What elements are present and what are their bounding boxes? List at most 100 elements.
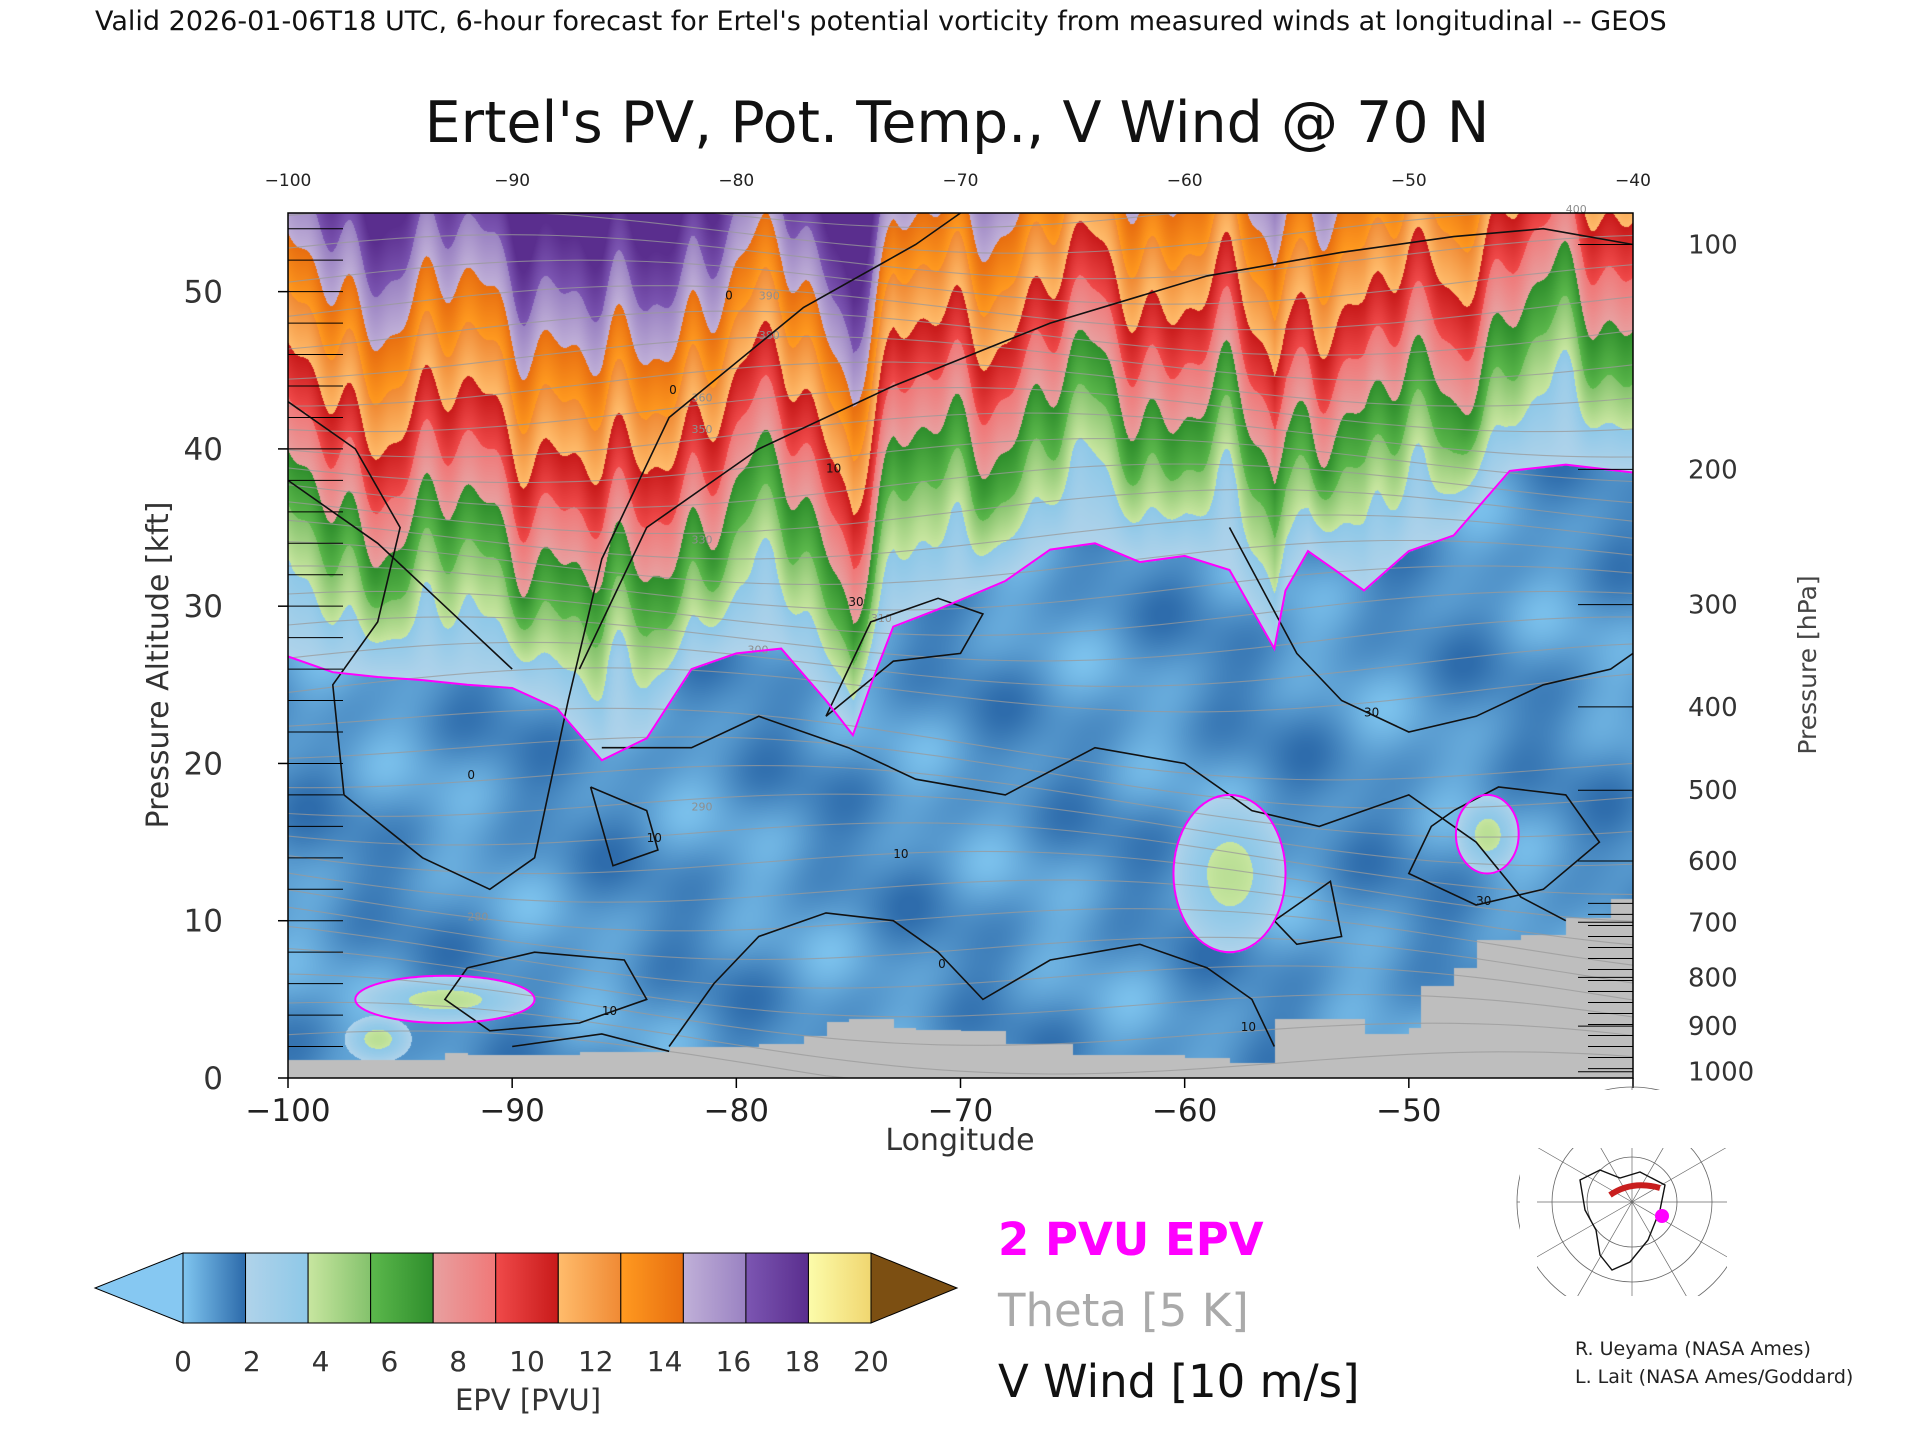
y-tick-label: 0 — [203, 1061, 223, 1097]
theta-contour — [288, 212, 1633, 229]
top-tick-label: −100 — [265, 171, 312, 191]
colorbar-tick-label: 4 — [312, 1345, 330, 1378]
colorbar — [93, 1252, 959, 1324]
theta-contour — [287, 947, 1634, 1018]
plot-frame — [287, 212, 1634, 1079]
colorbar-band — [370, 1252, 434, 1324]
pv-2pvu-pocket — [354, 974, 536, 1024]
x-tick-label: −70 — [928, 1093, 993, 1129]
top-tick-label: −60 — [1167, 171, 1203, 191]
theta-contour — [287, 736, 1634, 810]
y-tick-label: 40 — [184, 432, 223, 468]
vwind-contour-label: 10 — [826, 462, 841, 476]
vwind-contour — [512, 1033, 670, 1053]
top-tick-label: −80 — [718, 171, 754, 191]
y-tick-label: 20 — [184, 746, 223, 782]
theta-contour — [287, 310, 1634, 356]
inset-location-marker — [1655, 1209, 1669, 1223]
inset-coastline — [1579, 1169, 1666, 1271]
y-axis-label: Pressure Altitude [kft] — [141, 502, 176, 829]
vwind-contour-label: 10 — [1241, 1020, 1256, 1034]
theta-contour-label: 300 — [748, 643, 769, 656]
colorbar-label: EPV [PVU] — [455, 1383, 601, 1417]
pressure-tick-label: 100 — [1688, 230, 1738, 260]
theta-contour — [287, 463, 1634, 509]
theta-contour-label: 290 — [692, 801, 713, 814]
theta-contour-label: 400 — [1566, 203, 1587, 216]
colorbar-tick-label: 16 — [716, 1345, 752, 1378]
theta-contour — [287, 667, 1634, 713]
pressure-tick-label: 400 — [1688, 693, 1738, 723]
x-tick-label: −80 — [704, 1093, 769, 1129]
pv-2pvu-pocket — [1454, 793, 1520, 875]
colorbar-tick-label: 6 — [380, 1345, 398, 1378]
vwind-contours: 0 10 0 30 30 30 10 10 0 10 0 10 — [287, 212, 1634, 1053]
colorbar-band — [182, 1252, 247, 1324]
colorbar-tick-label: 20 — [853, 1345, 889, 1378]
theta-contour — [287, 488, 1634, 535]
colorbar-band — [432, 1252, 497, 1324]
vwind-contour-label: 30 — [1364, 705, 1379, 719]
theta-contour-label: 330 — [692, 533, 713, 546]
inset-mask — [1520, 1148, 1537, 1298]
vwind-contour-label: 30 — [848, 595, 863, 609]
colorbar-band — [620, 1252, 684, 1324]
theta-contour — [287, 973, 1634, 1046]
vwind-contour-label: 10 — [647, 831, 662, 845]
vwind-contour-label: 30 — [1476, 894, 1491, 908]
colorbar-band — [557, 1252, 622, 1324]
colorbar-band — [745, 1252, 809, 1324]
theta-contour — [287, 565, 1634, 611]
pressure-tick-label: 1000 — [1688, 1058, 1754, 1088]
vwind-contour — [1273, 880, 1343, 946]
vwind-contour — [601, 715, 1567, 922]
vwind-contour-label: 0 — [938, 957, 946, 971]
pressure-tick-label: 200 — [1688, 455, 1738, 485]
theta-contour — [287, 285, 1634, 331]
x-tick-label: −90 — [479, 1093, 544, 1129]
top-tick-label: −90 — [494, 171, 530, 191]
theta-contour — [287, 336, 1634, 382]
inset-meridian — [1631, 1201, 1732, 1260]
vwind-contour — [825, 597, 985, 717]
inset-meridian — [1631, 1201, 1690, 1302]
colorbar-tick-label: 12 — [578, 1345, 614, 1378]
theta-contour — [287, 850, 1634, 922]
pv-2pvu-contour — [287, 463, 1634, 762]
credit-lait: L. Lait (NASA Ames/Goddard) — [1575, 1366, 1853, 1388]
chart-title: Ertel's PV, Pot. Temp., V Wind @ 70 N — [425, 90, 1490, 156]
vwind-contour-label: 10 — [893, 847, 908, 861]
theta-contour-label: 350 — [692, 423, 713, 436]
vwind-contour — [589, 786, 659, 867]
pressure-tick-label: 500 — [1688, 776, 1738, 806]
vwind-contour — [668, 912, 1276, 1047]
inset-meridian — [1574, 1201, 1633, 1302]
x-tick-label: −50 — [1376, 1093, 1441, 1129]
theta-contour — [287, 259, 1634, 305]
legend-vwind: V Wind [10 m/s] — [998, 1355, 1360, 1408]
colorbar-band — [307, 1252, 372, 1324]
vwind-contour-label: 10 — [602, 1004, 617, 1018]
theta-contour — [287, 906, 1634, 984]
colorbar-tick-label: 2 — [243, 1345, 261, 1378]
theta-contour — [287, 438, 1634, 484]
y-tick-label: 30 — [184, 589, 223, 625]
theta-contour-label: 390 — [759, 290, 780, 303]
top-tick-label: −70 — [943, 171, 979, 191]
theta-contour-label: 360 — [692, 392, 713, 405]
theta-contour — [287, 361, 1634, 407]
pressure-tick-label: 300 — [1688, 591, 1738, 621]
inset-mask — [1520, 1090, 1770, 1148]
vwind-contour — [287, 212, 961, 891]
x-tick-label: −100 — [245, 1093, 330, 1129]
theta-contour — [287, 387, 1634, 433]
vwind-contour-label: 0 — [669, 383, 677, 397]
colorbar-band — [807, 1252, 872, 1324]
x-tick-label: −60 — [1152, 1093, 1217, 1129]
top-tick-label: −40 — [1615, 171, 1651, 191]
x-axis-label: Longitude — [885, 1123, 1034, 1158]
pressure-tick-label: 700 — [1688, 908, 1738, 938]
